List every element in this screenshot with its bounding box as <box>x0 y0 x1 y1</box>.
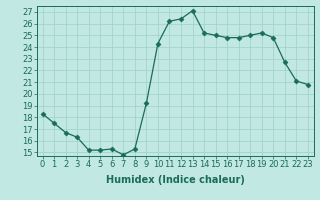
X-axis label: Humidex (Indice chaleur): Humidex (Indice chaleur) <box>106 175 244 185</box>
